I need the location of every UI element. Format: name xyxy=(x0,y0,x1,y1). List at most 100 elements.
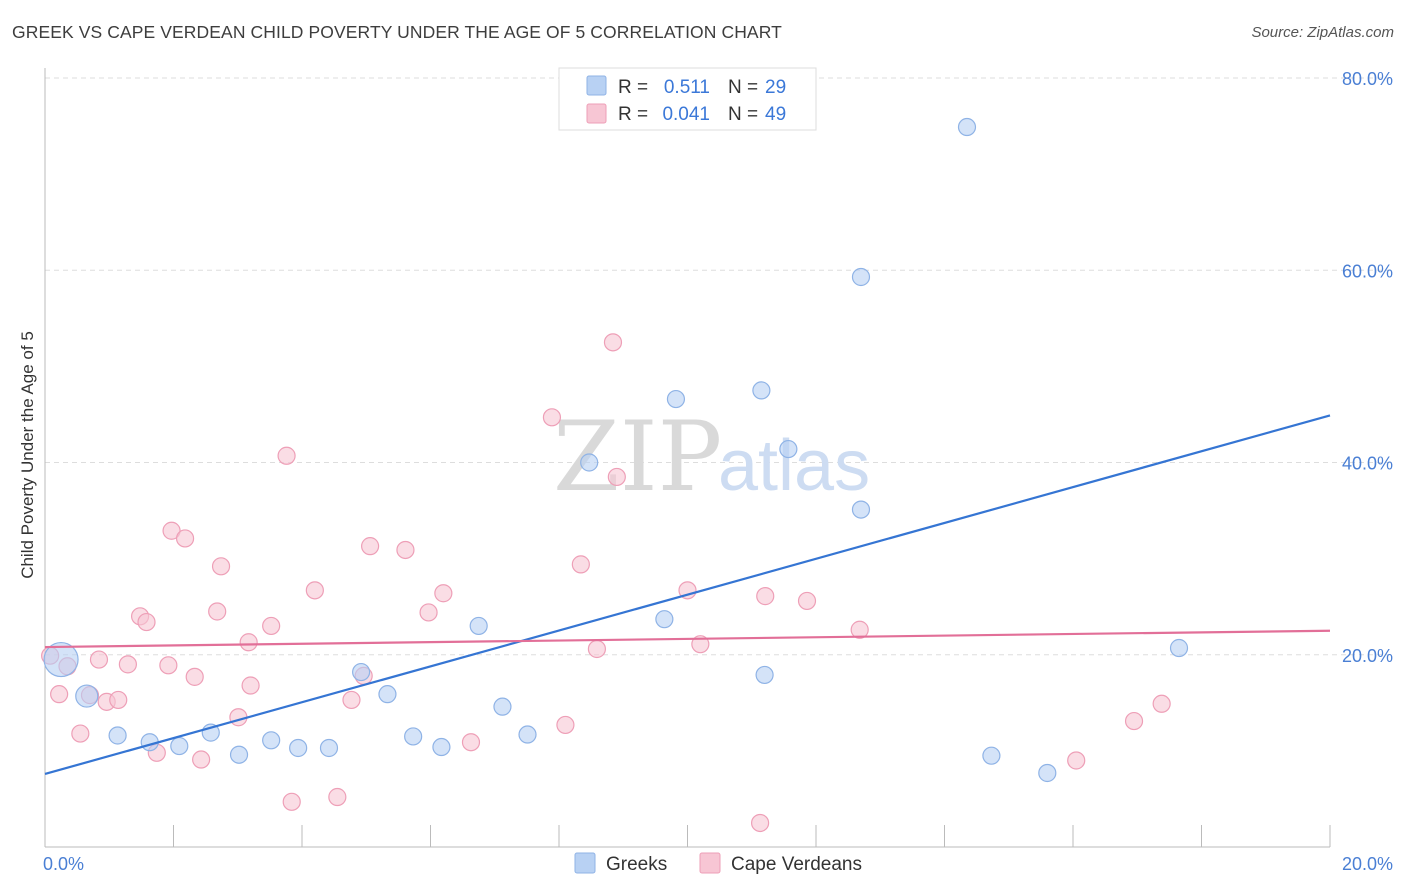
cape-verdeans-point xyxy=(208,602,227,621)
cape-verdeans-point xyxy=(587,639,607,659)
greeks-point xyxy=(352,662,371,682)
greeks-point xyxy=(851,267,871,287)
greeks-point xyxy=(432,737,451,757)
greeks-trend-line xyxy=(44,414,1331,776)
cape-verdeans-point xyxy=(109,690,128,710)
y-tick-label-80: 80.0% xyxy=(1342,69,1393,89)
stats-legend: R = 0.511 N = 29 R = 0.041 N = 49 xyxy=(558,67,817,131)
y-axis-label: Child Poverty Under the Age of 5 xyxy=(18,331,37,579)
cape-verdeans-point xyxy=(159,656,178,675)
greeks-point xyxy=(851,500,871,519)
cape-verdeans-point xyxy=(419,603,438,622)
greeks-point xyxy=(755,665,774,685)
cape-verdeans-point xyxy=(118,655,137,674)
cape-verdeans-point xyxy=(239,633,258,652)
gridlines xyxy=(45,77,1393,656)
greeks-swatch xyxy=(586,75,607,96)
greeks-point xyxy=(580,453,599,472)
greeks-point xyxy=(666,389,686,409)
cape-verdeans-point xyxy=(305,581,324,600)
greeks-point xyxy=(655,610,674,629)
series-legend: Greeks Cape Verdeans xyxy=(574,852,862,875)
cape-verdeans-point xyxy=(361,537,380,556)
cape-verdeans-n-label: N = xyxy=(728,104,758,125)
greeks-n-label: N = xyxy=(728,77,758,98)
cape-verdeans-point xyxy=(162,521,181,540)
greeks-point xyxy=(518,725,537,744)
cape-verdeans-point xyxy=(185,667,204,686)
cape-verdeans-point xyxy=(571,555,590,574)
cape-verdeans-point xyxy=(137,612,156,632)
x-axis-ticks xyxy=(173,825,1331,847)
cape-verdeans-point xyxy=(751,813,770,833)
cape-verdeans-point xyxy=(71,724,90,743)
greeks-point xyxy=(108,726,127,745)
legend-greeks-label: Greeks xyxy=(606,854,667,875)
chart-title: GREEK VS CAPE VERDEAN CHILD POVERTY UNDE… xyxy=(12,22,782,42)
legend-greeks-swatch xyxy=(574,852,596,874)
cape-verdeans-point xyxy=(282,792,301,811)
cape-verdeans-point xyxy=(1152,694,1171,713)
greeks-point xyxy=(229,745,249,764)
cape-verdeans-point xyxy=(262,616,281,636)
greeks-point xyxy=(779,439,798,459)
cape-verdeans-point xyxy=(175,529,195,548)
cape-verdeans-point xyxy=(461,733,481,752)
cape-verdeans-point xyxy=(192,750,211,769)
legend-cape-verdeans-label: Cape Verdeans xyxy=(731,854,862,875)
cape-verdeans-trend-line xyxy=(44,629,1331,649)
greeks-point xyxy=(469,616,488,636)
cape-verdeans-point xyxy=(277,446,296,465)
cape-verdeans-point xyxy=(342,690,361,710)
greeks-r-value: 0.511 xyxy=(664,77,710,98)
source-note: Source: ZipAtlas.com xyxy=(1251,24,1394,41)
cape-verdeans-r-value: 0.041 xyxy=(662,104,710,125)
greeks-n-value: 29 xyxy=(765,77,786,98)
cape-verdeans-point xyxy=(1067,751,1086,770)
greeks-point xyxy=(262,731,281,750)
trend-lines xyxy=(44,414,1331,776)
greeks-point xyxy=(752,381,771,400)
cape-verdeans-n-value: 49 xyxy=(765,104,786,125)
x-tick-label-0: 0.0% xyxy=(43,854,84,874)
greeks-point xyxy=(75,684,99,708)
y-tick-label-60: 60.0% xyxy=(1342,261,1393,281)
cape-verdeans-point xyxy=(797,591,817,611)
cape-verdeans-point xyxy=(603,333,623,352)
cape-verdeans-point xyxy=(396,540,415,560)
cape-verdeans-point xyxy=(556,715,575,735)
cape-verdeans-point xyxy=(434,584,453,603)
greeks-point xyxy=(378,685,397,704)
greeks-point xyxy=(982,746,1001,765)
watermark-zip: ZIP xyxy=(553,401,722,513)
cape-verdeans-point xyxy=(850,620,869,639)
cape-verdeans-point xyxy=(691,635,710,654)
cape-verdeans-point xyxy=(89,650,109,669)
cape-verdeans-point xyxy=(1124,711,1144,731)
legend-cape-verdeans-swatch xyxy=(699,852,721,874)
greeks-point xyxy=(1038,763,1057,783)
greeks-point xyxy=(170,736,189,756)
cape-verdeans-point xyxy=(211,557,231,576)
greeks-r-label: R = xyxy=(618,77,648,98)
greeks-point xyxy=(404,727,423,746)
x-tick-labels: 0.0% 20.0% xyxy=(43,854,1393,874)
cape-verdeans-r-label: R = xyxy=(618,104,648,125)
cape-verdeans-swatch xyxy=(586,103,607,124)
cape-verdeans-point xyxy=(756,587,775,606)
greeks-point xyxy=(289,738,308,758)
y-tick-label-40: 40.0% xyxy=(1342,454,1393,474)
x-tick-label-20: 20.0% xyxy=(1342,854,1393,874)
y-tick-labels: 20.0% 40.0% 60.0% 80.0% xyxy=(1342,69,1393,666)
y-tick-label-20: 20.0% xyxy=(1342,646,1393,666)
greeks-point xyxy=(43,641,79,678)
greeks-point xyxy=(957,117,977,137)
greeks-point xyxy=(1169,638,1189,658)
watermark-atlas: atlas xyxy=(718,426,870,506)
cape-verdeans-point xyxy=(50,685,69,704)
cape-verdeans-point xyxy=(328,787,347,807)
greeks-points xyxy=(43,117,1189,783)
cape-verdeans-point xyxy=(607,467,626,487)
cape-verdeans-point xyxy=(542,408,562,427)
